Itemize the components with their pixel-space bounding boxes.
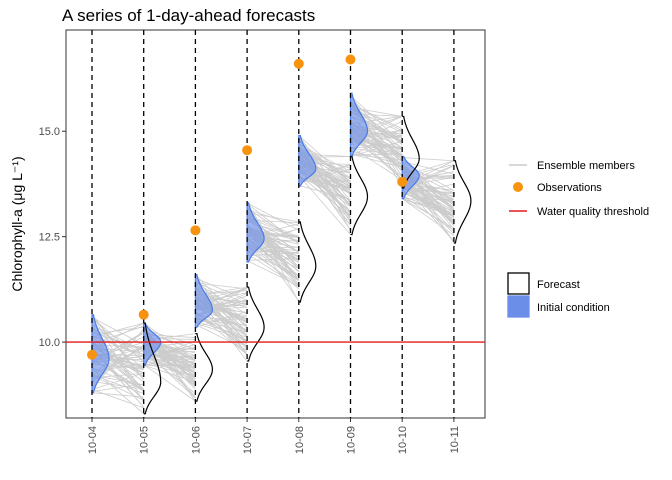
ensemble-member-line <box>143 362 196 378</box>
ensemble-member-line <box>402 186 455 204</box>
ensemble-member-line <box>350 96 403 157</box>
ensemble-member-line <box>143 343 196 360</box>
legend-ensemble: Ensemble members <box>509 160 635 172</box>
observation-point <box>345 54 356 65</box>
ensemble-member-line <box>91 381 144 390</box>
forecast-density <box>453 160 472 244</box>
ensemble-member-line <box>143 350 196 386</box>
legend-label: Initial condition <box>537 302 610 314</box>
forecast-density <box>402 115 420 189</box>
observation-points <box>87 54 408 360</box>
ensemble-member-line <box>91 372 144 390</box>
ensemble-member-line <box>195 311 248 328</box>
initial-condition-density <box>298 134 317 187</box>
legend-observations: Observations <box>513 182 602 194</box>
ensemble-member-line <box>402 191 455 220</box>
x-axis: 10-04 10-05 10-06 10-07 10-08 10-09 10-10 10-11 <box>87 418 461 454</box>
ensemble-member-line <box>350 146 403 181</box>
legend-label: Observations <box>537 182 602 194</box>
forecast-density <box>143 322 162 415</box>
x-tick-label: 10-08 <box>294 426 306 454</box>
ensemble-member-line <box>246 245 300 290</box>
observation-point <box>242 145 253 156</box>
forecast-density <box>350 155 369 236</box>
ensemble-member-line <box>246 207 300 243</box>
initial-condition-density <box>349 92 369 158</box>
ensemble-member-line <box>350 150 403 165</box>
ensemble-member-line <box>402 198 455 215</box>
legend-key <box>513 182 523 192</box>
x-tick-label: 10-10 <box>397 426 409 454</box>
ensemble-member-line <box>91 317 144 363</box>
ensemble-member-line <box>91 389 144 409</box>
legend-initial-condition: Initial condition <box>507 295 610 318</box>
ensemble-member-line <box>402 157 454 162</box>
observation-point <box>293 58 304 69</box>
ensemble-member-line <box>195 282 248 290</box>
ensemble-member-line <box>401 183 455 242</box>
observation-point <box>138 309 149 320</box>
ensemble-member-line <box>298 179 351 189</box>
ensemble-member-line <box>402 161 454 175</box>
initial-condition-density <box>143 322 162 366</box>
ensemble-member-line <box>91 317 144 346</box>
legend-forecast: Forecast <box>507 272 580 295</box>
forecast-density <box>298 221 317 303</box>
ensemble-member-line <box>246 202 299 231</box>
initial-condition-density <box>91 314 110 394</box>
y-tick-label: 12.5 <box>39 232 60 244</box>
forecast-density <box>195 333 213 402</box>
ensemble-member-line <box>195 278 248 333</box>
date-lines <box>91 30 455 418</box>
legend-label: Ensemble members <box>537 160 635 172</box>
y-tick-label: 15.0 <box>39 126 60 138</box>
y-axis-title: Chlorophyll-a (μg L⁻¹) <box>9 156 25 291</box>
initial-condition-density <box>401 155 420 200</box>
ensemble-member-line <box>91 315 145 381</box>
initial-condition-density <box>194 274 214 328</box>
legend-label: Forecast <box>537 279 580 291</box>
ensemble-member-line <box>246 209 299 227</box>
legend-key <box>507 272 530 295</box>
ensemble-member-line <box>195 318 248 326</box>
ensemble-member-line <box>402 198 455 229</box>
ensemble-member-line <box>350 154 403 161</box>
forecast-density <box>247 286 265 362</box>
y-tick-label: 10.0 <box>39 337 60 349</box>
density-curves <box>91 92 472 415</box>
ensemble-member-line <box>195 318 248 333</box>
ensemble-member-line <box>195 277 248 301</box>
x-tick-label: 10-04 <box>87 426 99 454</box>
x-tick-label: 10-09 <box>346 426 358 454</box>
x-tick-label: 10-06 <box>190 426 202 454</box>
initial-condition-density <box>246 202 265 263</box>
ensemble-member-line <box>143 364 196 402</box>
legend-key <box>507 295 530 318</box>
observation-point <box>397 176 408 187</box>
x-tick-label: 10-07 <box>242 426 254 454</box>
legend: Ensemble members Observations Water qualit… <box>507 160 649 318</box>
ensemble-member-line <box>91 326 144 335</box>
ensemble-member-line <box>143 350 196 399</box>
ensemble-member-line <box>350 104 403 132</box>
panel-border <box>65 29 486 419</box>
chart-title: A series of 1-day-ahead forecasts <box>62 6 315 25</box>
legend-threshold: Water quality threshold <box>509 206 649 218</box>
legend-label: Water quality threshold <box>537 206 649 218</box>
ensemble-member-line <box>298 175 351 235</box>
observation-point <box>87 349 97 360</box>
ensemble-member-line <box>350 153 403 168</box>
ensemble-member-line <box>298 164 351 184</box>
ensemble-member-line <box>91 392 144 398</box>
plot-panel <box>65 29 486 419</box>
ensemble-member-line <box>402 189 455 218</box>
x-tick-label: 10-05 <box>139 426 151 454</box>
x-tick-label: 10-11 <box>449 426 461 453</box>
ensemble-member-line <box>350 103 403 130</box>
observation-point <box>190 225 201 236</box>
y-axis: 10.0 12.5 15.0 <box>39 126 66 349</box>
